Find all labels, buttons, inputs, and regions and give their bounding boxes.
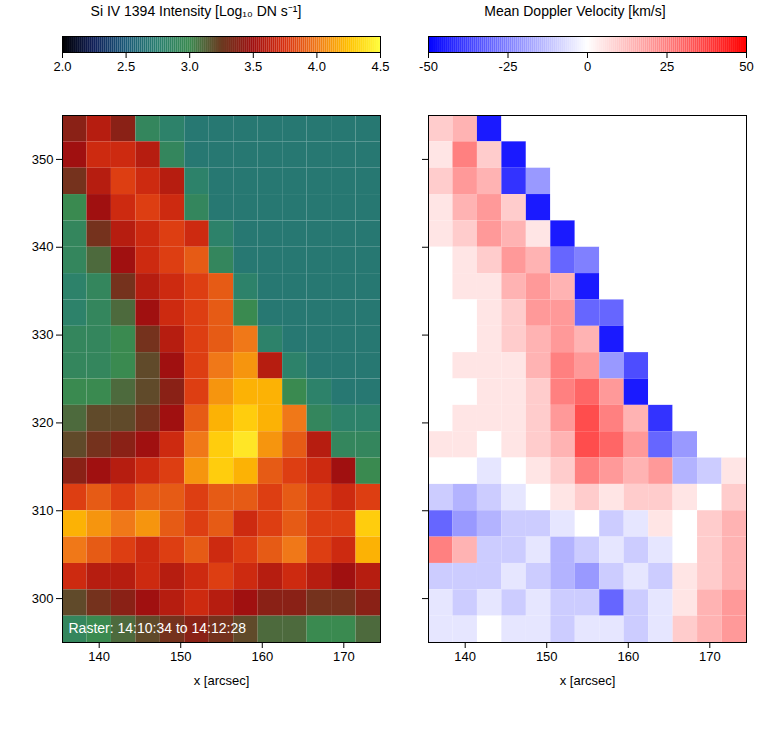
svg-text:140: 140 [454, 649, 476, 664]
svg-text:170: 170 [699, 649, 721, 664]
svg-text:x [arcsec]: x [arcsec] [194, 673, 250, 688]
svg-text:3.5: 3.5 [244, 59, 262, 74]
svg-text:160: 160 [251, 649, 273, 664]
svg-text:2.0: 2.0 [53, 59, 71, 74]
svg-text:140: 140 [88, 649, 110, 664]
svg-text:330: 330 [32, 327, 54, 342]
svg-text:Raster: 14:10:34 to 14:12:28: Raster: 14:10:34 to 14:12:28 [69, 620, 247, 636]
svg-text:160: 160 [617, 649, 639, 664]
svg-text:340: 340 [32, 239, 54, 254]
svg-text:310: 310 [32, 503, 54, 518]
svg-text:4.5: 4.5 [371, 59, 389, 74]
html-text:Si IV 1394 Intensity [Log₁₀ DN: Si IV 1394 Intensity [Log₁₀ DN s⁻¹] [90, 3, 302, 19]
svg-text:150: 150 [170, 649, 192, 664]
svg-text:-25: -25 [499, 59, 518, 74]
svg-text:150: 150 [536, 649, 558, 664]
svg-text:-50: -50 [419, 59, 438, 74]
html-text:Mean Doppler Velocity [km/s]: Mean Doppler Velocity [km/s] [484, 3, 666, 19]
svg-text:0: 0 [584, 59, 591, 74]
svg-text:300: 300 [32, 591, 54, 606]
svg-text:50: 50 [739, 59, 753, 74]
svg-text:x [arcsec]: x [arcsec] [560, 673, 616, 688]
svg-text:3.0: 3.0 [181, 59, 199, 74]
svg-text:170: 170 [333, 649, 355, 664]
svg-text:2.5: 2.5 [117, 59, 135, 74]
svg-text:350: 350 [32, 152, 54, 167]
svg-text:4.0: 4.0 [308, 59, 326, 74]
svg-text:320: 320 [32, 415, 54, 430]
svg-text:25: 25 [660, 59, 674, 74]
